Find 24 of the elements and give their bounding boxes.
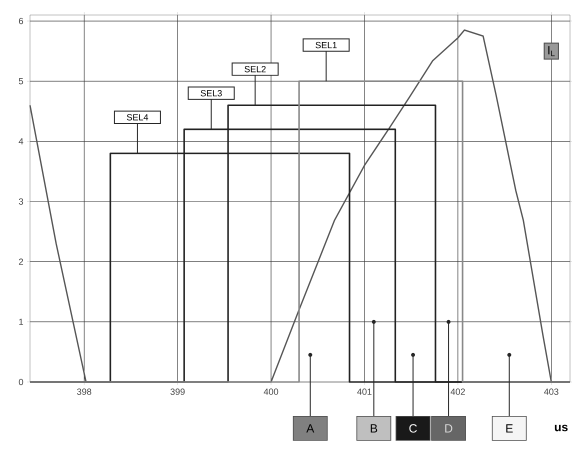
x-tick-label: 400: [264, 388, 278, 395]
y-tick-label: 5: [18, 78, 24, 84]
x-axis-title: us: [554, 424, 568, 432]
x-tick-label: 399: [170, 388, 185, 395]
y-tick-label: 2: [18, 258, 24, 265]
text: SEL2: [244, 66, 266, 72]
text: SEL1: [316, 42, 337, 48]
y-tick-label: 0: [18, 378, 24, 386]
x-tick-label: 402: [450, 388, 465, 395]
text: I$_{L}$: [548, 46, 555, 56]
y-tick-label: 4: [18, 138, 24, 144]
annotation: C: [409, 424, 417, 433]
annotation: A: [306, 424, 314, 433]
annotation: B: [370, 424, 378, 433]
y-tick-label: 3: [18, 198, 24, 205]
x-tick-label: 398: [77, 388, 92, 395]
text: SEL4: [126, 114, 148, 120]
x-tick-label: 403: [544, 388, 558, 395]
text: SEL3: [200, 90, 222, 96]
annotation: D: [445, 424, 452, 433]
x-tick-label: 401: [357, 388, 372, 395]
y-tick-label: 1: [19, 318, 24, 325]
y-tick-label: 6: [18, 18, 24, 24]
annotation: E: [506, 424, 513, 433]
